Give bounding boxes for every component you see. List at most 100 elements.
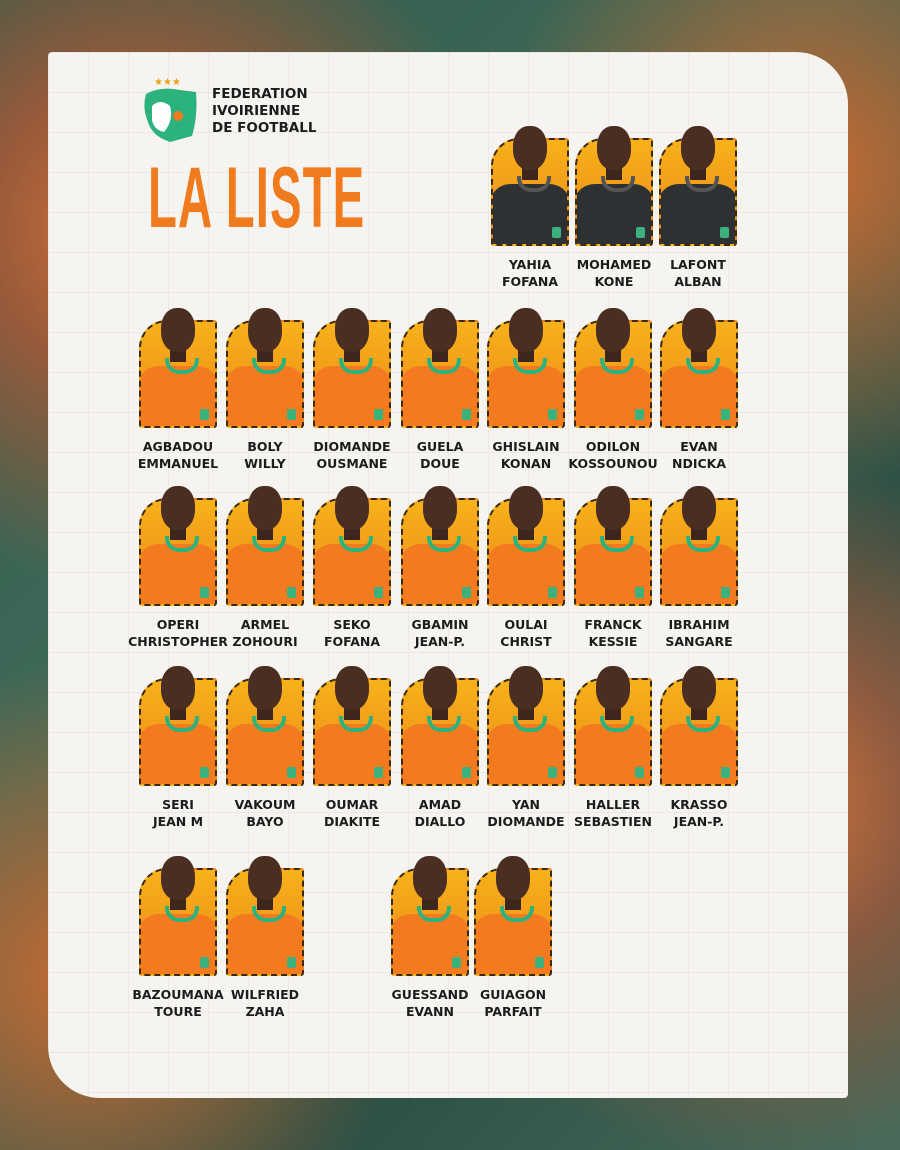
player-card: EVAN NDICKA: [644, 308, 754, 472]
player-last-name: ZAHA: [245, 1004, 285, 1019]
player-photo: [487, 666, 565, 786]
player-first-name: ODILON: [585, 439, 641, 454]
player-head: [161, 856, 195, 900]
player-head: [509, 486, 543, 530]
player-card: GHISLAIN KONAN: [471, 308, 581, 472]
player-name: IBRAHIM SANGARE: [644, 616, 754, 650]
player-photo: [226, 856, 304, 976]
player-last-name: EVANN: [406, 1004, 454, 1019]
player-head: [423, 308, 457, 352]
player-name: ARMEL ZOHOURI: [210, 616, 320, 650]
crest-icon: [636, 227, 645, 238]
player-photo: [139, 308, 217, 428]
player-first-name: GBAMIN: [411, 617, 469, 632]
player-photo: [474, 856, 552, 976]
player-head: [513, 126, 547, 170]
player-first-name: GUELA: [416, 439, 464, 454]
player-name: ODILON KOSSOUNOU: [558, 438, 668, 472]
player-first-name: VAKOUM: [234, 797, 296, 812]
player-head: [423, 486, 457, 530]
crest-icon: [635, 409, 644, 420]
player-last-name: KONAN: [500, 456, 552, 471]
player-last-name: SANGARE: [665, 634, 733, 649]
crest-icon: [374, 587, 383, 598]
player-photo: [491, 126, 569, 246]
player-last-name: KOSSOUNOU: [568, 456, 658, 471]
player-name: OUMAR DIAKITE: [297, 796, 407, 830]
player-head: [248, 486, 282, 530]
player-head: [161, 486, 195, 530]
player-name: KRASSO JEAN-P.: [644, 796, 754, 830]
crest-icon: [462, 767, 471, 778]
player-photo: [391, 856, 469, 976]
player-photo: [574, 308, 652, 428]
player-head: [682, 486, 716, 530]
player-first-name: OPERI: [156, 617, 200, 632]
player-card: IBRAHIM SANGARE: [644, 486, 754, 650]
player-name: GHISLAIN KONAN: [471, 438, 581, 472]
player-name: SEKO FOFANA: [297, 616, 407, 650]
player-first-name: HALLER: [585, 797, 641, 812]
crest-icon: [535, 957, 544, 968]
player-photo: [401, 666, 479, 786]
player-head: [509, 666, 543, 710]
player-first-name: BAZOUMANA: [132, 987, 224, 1002]
player-card: OULAI CHRIST: [471, 486, 581, 650]
player-card: YAHIA FOFANA: [475, 126, 585, 290]
federation-name: FEDERATION IVOIRIENNE DE FOOTBALL: [212, 86, 316, 137]
player-name: BOLY WILLY: [210, 438, 320, 472]
player-head: [682, 308, 716, 352]
player-last-name: JEAN-P.: [414, 634, 466, 649]
player-last-name: FOFANA: [501, 274, 559, 289]
crest-icon: [287, 587, 296, 598]
crest-icon: [200, 767, 209, 778]
player-first-name: AGBADOU: [142, 439, 214, 454]
player-first-name: AMAD: [418, 797, 462, 812]
player-head: [596, 308, 630, 352]
player-name: VAKOUM BAYO: [210, 796, 320, 830]
player-first-name: OUMAR: [325, 797, 379, 812]
player-first-name: OULAI: [504, 617, 548, 632]
player-photo: [401, 308, 479, 428]
player-card: BOLY WILLY: [210, 308, 320, 472]
crest-icon: [721, 767, 730, 778]
crest-icon: [721, 409, 730, 420]
player-first-name: YAN: [512, 797, 540, 812]
player-photo: [401, 486, 479, 606]
player-head: [496, 856, 530, 900]
player-last-name: EMMANUEL: [137, 456, 219, 471]
player-photo: [660, 308, 738, 428]
player-first-name: SERI: [162, 797, 194, 812]
player-head: [161, 666, 195, 710]
player-photo: [574, 666, 652, 786]
crest-icon: [720, 227, 729, 238]
player-last-name: CHRISTOPHER: [128, 634, 228, 649]
player-name: OPERI CHRISTOPHER: [123, 616, 233, 650]
player-first-name: GUESSAND: [391, 987, 469, 1002]
player-name: MOHAMED KONE: [559, 256, 669, 290]
player-photo: [226, 486, 304, 606]
player-name: FRANCK KESSIE: [558, 616, 668, 650]
crest-icon: [462, 587, 471, 598]
player-first-name: GHISLAIN: [492, 439, 560, 454]
federation-line: IVOIRIENNE: [212, 103, 301, 119]
player-card: ODILON KOSSOUNOU: [558, 308, 668, 472]
crest-icon: [200, 409, 209, 420]
player-card: KRASSO JEAN-P.: [644, 666, 754, 830]
player-head: [335, 666, 369, 710]
player-head: [596, 486, 630, 530]
player-name: AMAD DIALLO: [385, 796, 495, 830]
player-first-name: BOLY: [247, 439, 283, 454]
player-photo: [574, 486, 652, 606]
player-card: FRANCK KESSIE: [558, 486, 668, 650]
player-card: GUESSAND EVANN: [375, 856, 485, 1020]
player-head: [248, 666, 282, 710]
player-card: OUMAR DIAKITE: [297, 666, 407, 830]
crest-icon: [635, 767, 644, 778]
crest-icon: [552, 227, 561, 238]
player-last-name: DIAKITE: [323, 814, 381, 829]
svg-text:★★★: ★★★: [154, 77, 181, 88]
player-last-name: ZOHOURI: [232, 634, 298, 649]
player-photo: [226, 666, 304, 786]
player-name: DIOMANDE OUSMANE: [297, 438, 407, 472]
